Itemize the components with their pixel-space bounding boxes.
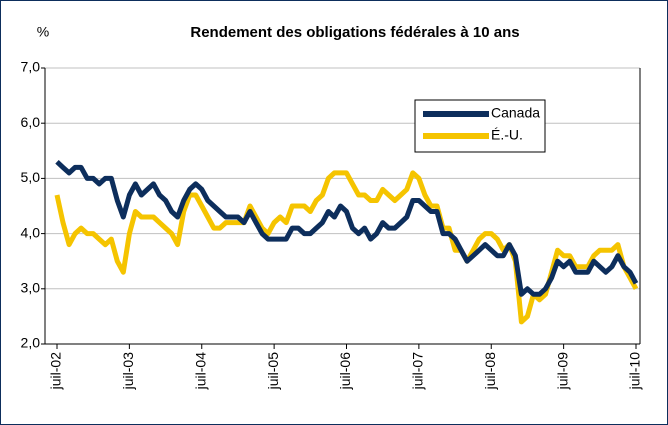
- x-tick-label: juil-10: [627, 352, 643, 391]
- x-tick-label: juil-04: [192, 352, 208, 391]
- x-tick-label: juil-06: [337, 352, 353, 391]
- series-line: [54, 170, 639, 325]
- y-tick-label: 2,0: [21, 335, 41, 351]
- series-line: [55, 159, 639, 297]
- y-axis-label: %: [37, 24, 49, 40]
- x-tick-label: juil-03: [120, 352, 136, 391]
- y-tick-label: 6,0: [21, 114, 41, 130]
- y-tick-label: 7,0: [21, 59, 41, 75]
- y-tick-label: 3,0: [21, 280, 41, 296]
- x-tick-label: juil-05: [265, 352, 281, 391]
- x-tick-label: juil-07: [410, 352, 426, 391]
- x-tick-label: juil-09: [554, 352, 570, 391]
- y-tick-label: 5,0: [21, 169, 41, 185]
- legend-label: Canada: [491, 105, 540, 121]
- x-tick-label: juil-02: [48, 352, 64, 391]
- chart-title: Rendement des obligations fédérales à 10…: [190, 24, 519, 41]
- x-tick-label: juil-08: [482, 352, 498, 391]
- legend-label: É.-U.: [491, 127, 523, 143]
- y-tick-label: 4,0: [21, 224, 41, 240]
- legend-box: [414, 99, 546, 153]
